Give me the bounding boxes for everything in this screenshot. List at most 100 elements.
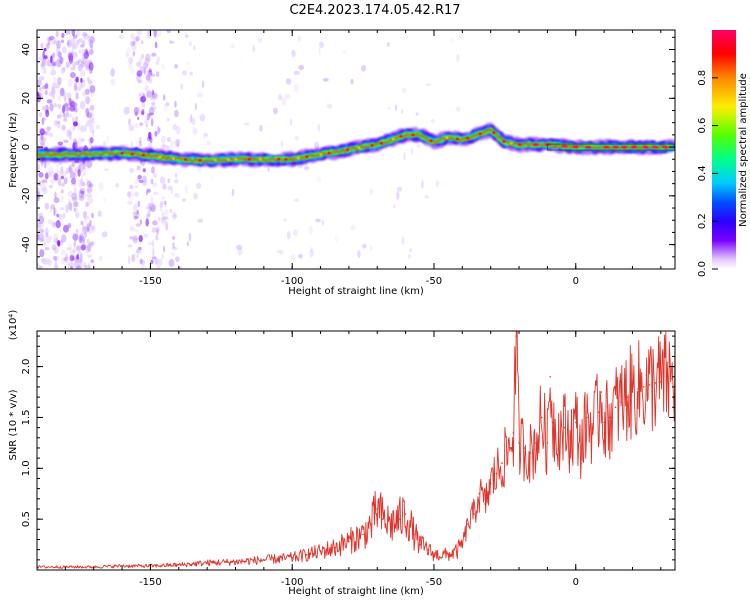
spectrogram-noise-mark [159, 176, 166, 184]
spectrogram-noise-mark [53, 263, 59, 269]
spectrogram-noise-mark [196, 164, 202, 173]
spectrogram-noise-mark [156, 258, 163, 267]
spectrogram-noise-mark [88, 114, 94, 124]
spectrogram-noise-mark [75, 42, 79, 48]
spectrogram-noise-mark [161, 212, 164, 217]
spectrogram-noise-mark [257, 36, 263, 44]
spectrogram-noise-mark [78, 49, 81, 54]
spectrogram-noise-mark [149, 73, 156, 77]
spectrogram-noise-mark [118, 34, 124, 39]
spectrogram-noise-mark [75, 60, 80, 66]
snr-data-point [206, 562, 208, 564]
spectrogram-noise-mark [148, 113, 151, 118]
spectrogram-noise-mark [142, 179, 147, 187]
spectrogram-noise-mark [146, 90, 153, 98]
spectrogram-noise-mark [77, 136, 82, 146]
spectrogram-noise-mark [68, 164, 72, 174]
spectrogram-noise-mark [435, 180, 440, 188]
spectrogram-noise-mark [153, 30, 157, 38]
spectrogram-hotspot [226, 158, 230, 162]
spectrogram-noise-mark [50, 69, 57, 76]
spectrogram-noise-mark [52, 222, 57, 227]
spectrogram-noise-mark [252, 45, 256, 52]
spectrogram-noise-mark [89, 85, 96, 94]
spectrogram-hotspot [305, 155, 309, 159]
spectrogram-noise-mark [316, 264, 321, 269]
snr-data-point [447, 553, 450, 556]
snr-series-line [37, 331, 675, 569]
spectrogram-noise-mark [146, 213, 151, 218]
spectrogram-x-tick-label: -100 [281, 276, 304, 287]
spectrogram-noise-mark [39, 128, 46, 136]
spectrogram-noise-mark [86, 215, 90, 220]
spectrogram-noise-mark [304, 165, 310, 171]
snr-data-point [234, 561, 237, 563]
spectrogram-noise-mark [80, 61, 85, 68]
colorbar-tick-label: 0.2 [697, 213, 708, 229]
spectrogram-noise-mark [128, 255, 131, 265]
spectrogram-noise-mark [57, 240, 61, 247]
spectrogram-noise-mark [48, 184, 53, 189]
spectrogram-noise-mark [66, 92, 72, 101]
spectrogram-noise-mark [197, 218, 204, 223]
spectrogram-noise-mark [137, 116, 140, 120]
spectrogram-noise-mark [78, 235, 83, 244]
spectrogram-noise-mark [73, 82, 78, 92]
spectrogram-hotspot [429, 139, 433, 143]
spectrogram-noise-mark [82, 210, 88, 219]
spectrogram-noise-mark [134, 185, 139, 189]
spectrogram-hotspot [198, 158, 202, 162]
spectrogram-noise-mark [165, 223, 169, 231]
spectrogram-x-tick-label: -150 [139, 276, 162, 287]
spectrogram-noise-mark [196, 182, 202, 189]
spectrogram-noise-mark [186, 61, 191, 65]
spectrogram-noise-mark [199, 114, 206, 122]
spectrogram-hotspot [120, 151, 124, 155]
spectrogram-noise-mark [143, 67, 146, 75]
spectrogram-noise-mark [292, 229, 299, 237]
spectrogram-noise-mark [129, 227, 136, 232]
spectrogram-noise-mark [407, 253, 412, 259]
spectrogram-noise-mark [125, 106, 131, 111]
spectrogram-noise-mark [154, 41, 158, 49]
spectrogram-noise-mark [322, 77, 329, 82]
spectrogram-hotspot [411, 133, 415, 137]
spectrogram-noise-mark [80, 252, 84, 260]
spectrogram-noise-mark [69, 126, 75, 133]
spectrogram-noise-mark [184, 31, 187, 37]
spectrogram-noise-mark [66, 247, 72, 251]
spectrogram-noise-mark [142, 61, 149, 70]
spectrogram-noise-mark [56, 114, 62, 119]
spectrogram-noise-mark [135, 35, 140, 42]
spectrogram-hotspot [258, 157, 262, 161]
spectrogram-noise-mark [84, 217, 87, 224]
spectrogram-noise-mark [88, 241, 95, 246]
spectrogram-noise-mark [48, 35, 55, 41]
spectrogram-noise-mark [169, 39, 172, 44]
spectrogram-noise-mark [145, 218, 149, 227]
spectrogram-noise-mark [89, 40, 93, 49]
spectrogram-noise-mark [65, 62, 70, 69]
spectrogram-noise-mark [71, 177, 76, 185]
spectrogram-noise-mark [166, 136, 171, 143]
spectrogram-hotspot [621, 145, 628, 149]
spectrogram-noise-mark [162, 94, 166, 101]
spectrogram-hotspot [183, 158, 188, 161]
spectrogram-noise-mark [115, 183, 120, 188]
spectrogram-hotspot [478, 132, 482, 136]
snr-data-point [178, 564, 180, 566]
spectrogram-noise-mark [60, 166, 64, 175]
spectrogram-noise-mark [315, 218, 321, 223]
spectrogram-noise-mark [86, 238, 90, 244]
spectrogram-noise-mark [169, 40, 175, 44]
spectrogram-noise-mark [90, 241, 96, 245]
spectrogram-noise-mark [174, 192, 180, 199]
spectrogram-noise-mark [421, 180, 424, 189]
spectrogram-noise-mark [86, 180, 92, 188]
spectrogram-noise-mark [44, 83, 49, 89]
spectrogram-noise-mark [135, 223, 141, 227]
spectrogram-noise-mark [136, 70, 143, 77]
spectrogram-noise-mark [44, 67, 47, 75]
spectrogram-noise-mark [231, 188, 235, 197]
